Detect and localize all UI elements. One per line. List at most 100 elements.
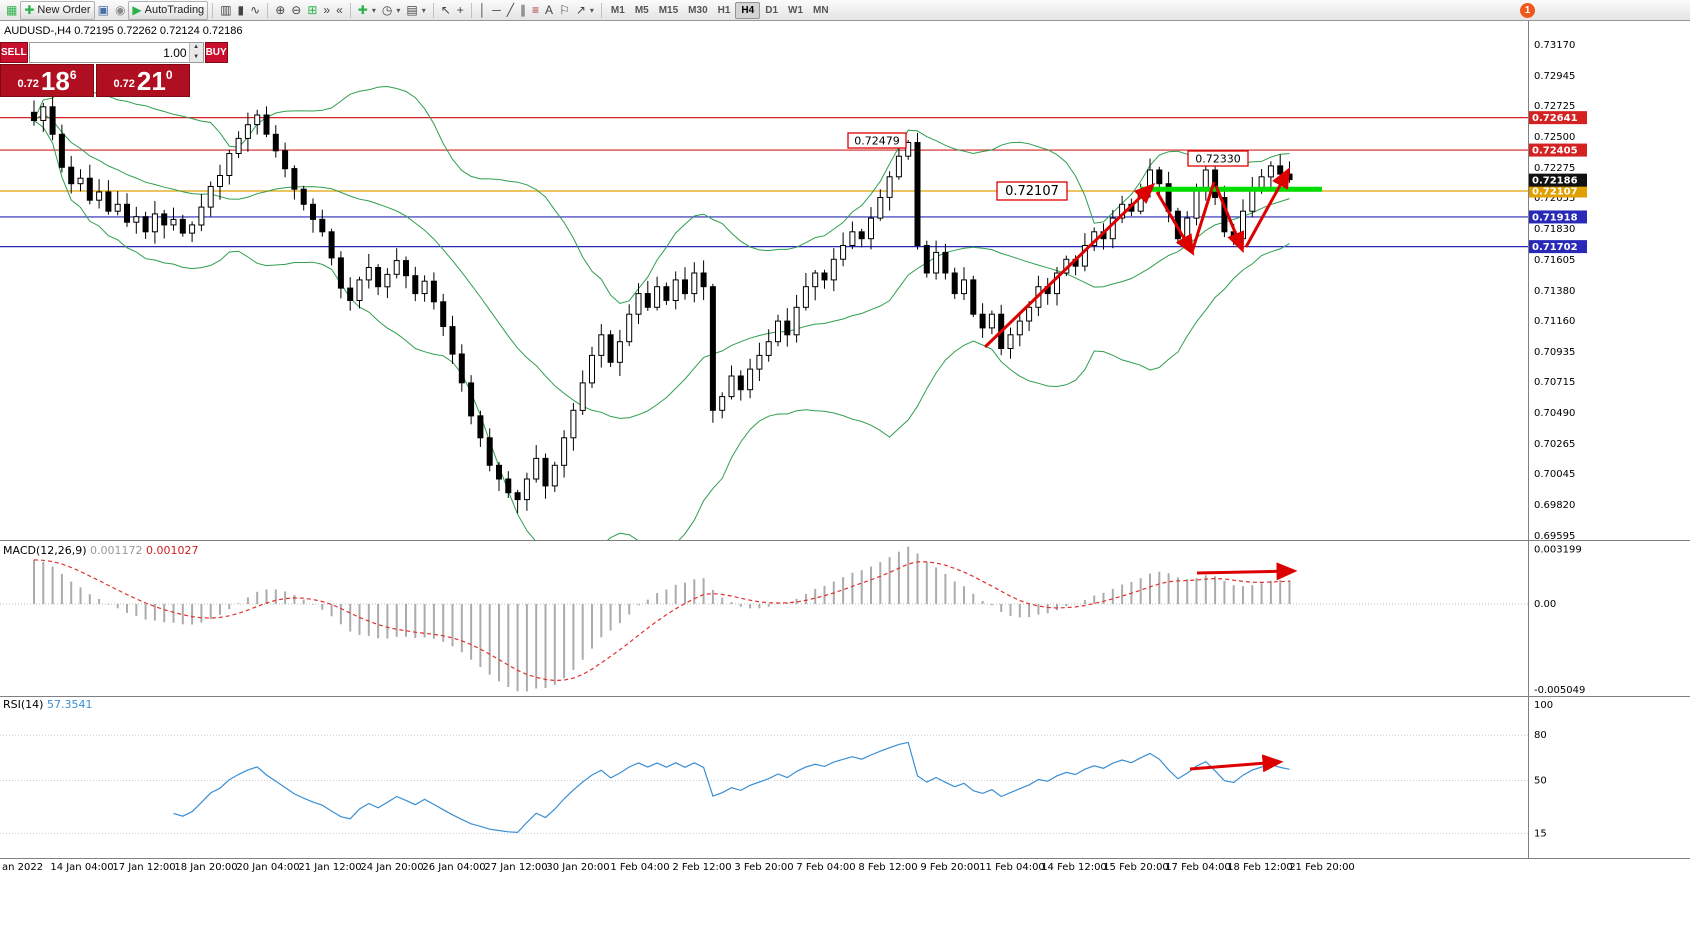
svg-text:2 Feb 12:00: 2 Feb 12:00 xyxy=(672,862,731,873)
zoom-in-icon[interactable]: ⊕ xyxy=(272,2,288,19)
tf-button-mn[interactable]: MN xyxy=(813,4,829,16)
vertical-line-icon[interactable]: │ xyxy=(476,2,490,19)
period-dropdown[interactable]: ◷ ▾ xyxy=(379,2,404,19)
toolbar-separator xyxy=(600,2,602,18)
auto-scroll-icon-glyph: » xyxy=(323,3,331,17)
text-icon-glyph: A xyxy=(545,3,554,17)
arrows-dropdown[interactable]: ↗ ▾ xyxy=(573,2,597,19)
tf-button-m30[interactable]: M30 xyxy=(688,4,708,16)
equidistant-channel-icon[interactable]: ∥ xyxy=(517,2,529,19)
line-chart-icon[interactable]: ∿ xyxy=(247,2,263,19)
template-dropdown[interactable]: ▤ ▾ xyxy=(403,2,428,19)
trend-arrow xyxy=(1189,754,1284,773)
svg-text:0.71380: 0.71380 xyxy=(1534,286,1575,297)
candlestick-chart-icon[interactable]: ▮ xyxy=(235,2,248,19)
svg-text:80: 80 xyxy=(1534,730,1547,741)
price-tag xyxy=(1529,184,1587,198)
price-label-box xyxy=(996,181,1068,201)
buy-price-pip: 0 xyxy=(165,68,173,82)
buy-price-main: 21 xyxy=(136,66,166,96)
main-toolbar: ▦ ✚ New Order ▣ ◉ ▶ AutoTrading ▥ ▮ ∿ ⊕ ⊖ ⊞» «✚ ▾ ◷ ▾ ▤ ▾ ↖… xyxy=(0,0,1690,21)
bar-chart-icon-glyph: ▥ xyxy=(220,3,232,17)
svg-text:0.72275: 0.72275 xyxy=(1534,163,1575,174)
trendline-icon-glyph: ╱ xyxy=(506,3,515,17)
notification-badge[interactable]: 1 xyxy=(1520,3,1535,18)
volume-spinner: ▲ ▼ xyxy=(188,43,203,62)
new-order-button[interactable]: ✚ New Order xyxy=(20,0,95,20)
cursor-icon[interactable]: ↖ xyxy=(438,2,454,19)
cursor-icon-glyph: ↖ xyxy=(440,3,451,17)
svg-text:24 Jan 20:00: 24 Jan 20:00 xyxy=(360,862,423,873)
trend-arrow xyxy=(1244,167,1291,248)
auto-scroll-icon[interactable]: » xyxy=(320,2,333,19)
buy-price-button[interactable]: 0.72 21 0 xyxy=(96,64,190,97)
sell-price-main: 18 xyxy=(40,66,70,96)
svg-text:0.69820: 0.69820 xyxy=(1534,500,1575,511)
tf-button-h4[interactable]: H4 xyxy=(735,1,761,19)
svg-text:0.70715: 0.70715 xyxy=(1534,377,1575,388)
volume-up-icon[interactable]: ▲ xyxy=(189,43,203,53)
crosshair-icon-glyph: + xyxy=(456,3,464,17)
tf-button-m15[interactable]: M15 xyxy=(658,4,679,16)
svg-text:0.71160: 0.71160 xyxy=(1534,316,1575,327)
sell-price-pip: 6 xyxy=(69,68,77,82)
trade-panel-prices: 0.72 18 6 0.72 21 0 xyxy=(0,64,190,97)
svg-text:0.73170: 0.73170 xyxy=(1534,40,1575,51)
trendline-icon[interactable]: ╱ xyxy=(504,2,517,19)
svg-text:7 Feb 04:00: 7 Feb 04:00 xyxy=(796,862,855,873)
svg-text:0.72330: 0.72330 xyxy=(1195,153,1241,166)
label-icon[interactable]: ⚐ xyxy=(556,2,573,19)
chevron-down-icon: ▾ xyxy=(371,5,376,15)
tf-button-h1[interactable]: H1 xyxy=(717,4,731,16)
rsi-line xyxy=(173,741,1290,834)
volume-input[interactable] xyxy=(29,43,189,62)
svg-text:0.72055: 0.72055 xyxy=(1534,193,1575,204)
fibonacci-icon[interactable]: ≡ xyxy=(529,2,542,19)
svg-text:30 Jan 20:00: 30 Jan 20:00 xyxy=(546,862,609,873)
tf-button-m1[interactable]: M1 xyxy=(610,4,625,16)
svg-text:9 Feb 20:00: 9 Feb 20:00 xyxy=(920,862,979,873)
new-chart-icon[interactable]: ▦ xyxy=(3,2,20,19)
svg-text:18 Jan 20:00: 18 Jan 20:00 xyxy=(174,862,237,873)
svg-text:20 Jan 04:00: 20 Jan 04:00 xyxy=(236,862,299,873)
period-glyph: ◷ xyxy=(381,3,393,17)
metaquotes-icon[interactable]: ◉ xyxy=(112,2,128,19)
svg-text:17 Feb 04:00: 17 Feb 04:00 xyxy=(1165,862,1231,873)
new-order-button-label: New Order xyxy=(37,4,91,16)
price-tag xyxy=(1529,240,1587,254)
buy-button[interactable]: BUY xyxy=(204,42,228,63)
svg-text:0.72107: 0.72107 xyxy=(1532,186,1578,197)
print-icon[interactable]: ▣ xyxy=(95,2,112,19)
price-tag xyxy=(1529,210,1587,224)
autotrading-glyph: ▶ xyxy=(132,3,142,17)
tf-button-m5[interactable]: M5 xyxy=(634,4,649,16)
tile-windows-icon[interactable]: ⊞ xyxy=(304,2,320,19)
buy-price-prefix: 0.72 xyxy=(113,78,135,90)
svg-text:0.72479: 0.72479 xyxy=(854,135,900,148)
bar-chart-icon[interactable]: ▥ xyxy=(217,2,234,19)
volume-down-icon[interactable]: ▼ xyxy=(189,52,203,62)
tf-button-d1[interactable]: D1 xyxy=(765,4,779,16)
chart-shift-icon[interactable]: « xyxy=(333,2,346,19)
zoom-out-icon[interactable]: ⊖ xyxy=(288,2,304,19)
tf-button-w1[interactable]: W1 xyxy=(788,4,804,16)
svg-text:0.71830: 0.71830 xyxy=(1534,224,1575,235)
horizontal-line-icon[interactable]: ─ xyxy=(489,2,504,19)
svg-text:0.72186: 0.72186 xyxy=(1532,176,1578,187)
svg-text:14 Jan 04:00: 14 Jan 04:00 xyxy=(50,862,113,873)
crosshair-icon[interactable]: + xyxy=(454,2,467,19)
text-icon[interactable]: A xyxy=(542,2,556,19)
trend-arrow xyxy=(1190,181,1216,253)
svg-text:0.71918: 0.71918 xyxy=(1532,212,1578,223)
svg-text:15 Feb 20:00: 15 Feb 20:00 xyxy=(1103,862,1169,873)
sell-price-button[interactable]: 0.72 18 6 xyxy=(0,64,94,97)
chevron-down-icon: ▾ xyxy=(396,5,401,15)
autotrading-button[interactable]: ▶ AutoTrading xyxy=(128,0,209,20)
price-tag xyxy=(1529,143,1587,157)
svg-text:0.72405: 0.72405 xyxy=(1532,146,1578,157)
chevron-down-icon: ▾ xyxy=(589,5,594,15)
svg-text:0.003199: 0.003199 xyxy=(1534,545,1582,556)
sell-button[interactable]: SELL xyxy=(0,42,28,63)
new-chart-dropdown[interactable]: ✚ ▾ xyxy=(355,2,379,19)
